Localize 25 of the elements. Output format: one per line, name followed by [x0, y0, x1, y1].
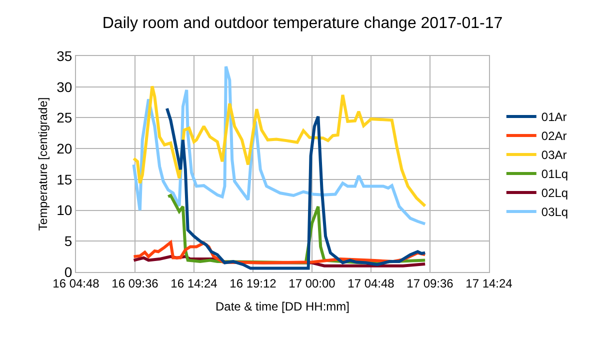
y-tick-label: 15 [56, 171, 72, 188]
chart-title: Daily room and outdoor temperature change 2017-01-17 [102, 15, 503, 32]
legend-label: 02Lq [541, 186, 568, 200]
y-axis-title: Temperature [centigrade] [36, 97, 50, 231]
x-tick-label: 16 09:36 [112, 276, 159, 290]
x-tick-label: 17 04:48 [348, 276, 395, 290]
y-tick-label: 30 [56, 78, 72, 95]
y-tick-label: 20 [56, 140, 72, 156]
legend-label: 03Lq [541, 205, 568, 220]
legend-label: 01Lq [541, 167, 568, 182]
y-tick-label: 10 [56, 202, 72, 218]
y-tick-label: 25 [56, 110, 72, 126]
line-series [132, 84, 427, 208]
legend-label: 01Ar [541, 110, 567, 124]
x-tick-label: 17 14:24 [466, 276, 513, 290]
x-tick-label: 17 09:36 [406, 276, 454, 290]
line-series [165, 106, 427, 270]
y-tick-label: 5 [64, 233, 72, 250]
x-tick-label: 16 19:12 [230, 276, 277, 290]
x-tick-label: 17 00:00 [288, 276, 336, 290]
y-tick-label: 35 [56, 48, 72, 64]
legend-label: 03Ar [541, 148, 567, 162]
legend-label: 02Ar [541, 129, 567, 144]
x-tick-label: 16 14:24 [170, 276, 218, 290]
x-axis-title: Date & time [DD HH:mm] [215, 299, 350, 314]
